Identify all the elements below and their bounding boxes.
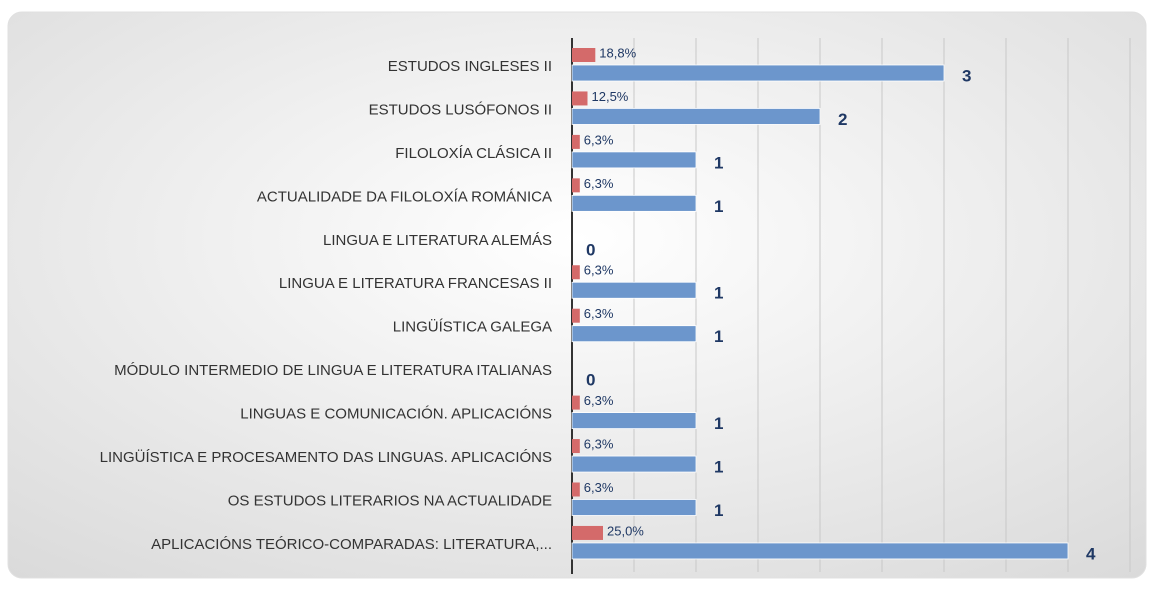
data-label: 18,8% — [599, 45, 636, 60]
bar — [572, 308, 580, 323]
data-label: 25,0% — [607, 523, 644, 538]
bar — [571, 64, 945, 82]
data-label: 1 — [714, 284, 723, 303]
bar — [572, 439, 580, 454]
bar — [571, 542, 1069, 560]
data-label: 4 — [1086, 544, 1096, 563]
category-label: LINGÜÍSTICA E PROCESAMENTO DAS LINGUAS. … — [100, 448, 552, 466]
category-label: LINGUA E LITERATURA ALEMÁS — [323, 232, 552, 249]
category-label: LINGUAS E COMUNICACIÓN. APLICACIÓNS — [240, 406, 552, 423]
bar — [571, 499, 697, 516]
data-label: 6,3% — [584, 436, 614, 451]
bar — [571, 151, 697, 169]
category-label: MÓDULO INTERMEDIO DE LINGUA E LITERATURA… — [114, 362, 552, 379]
bar — [572, 525, 603, 540]
bar — [571, 412, 697, 430]
bar — [571, 325, 697, 343]
bar — [572, 265, 580, 280]
data-label: 6,3% — [584, 480, 614, 495]
category-label: LINGÜÍSTICA GALEGA — [393, 318, 552, 336]
data-label: 6,3% — [584, 393, 614, 408]
data-label: 3 — [962, 66, 971, 85]
category-label: ACTUALIDADE DA FILOLOXÍA ROMÁNICA — [257, 188, 552, 205]
bar — [571, 455, 697, 473]
data-label: 6,3% — [584, 176, 614, 191]
data-label: 6,3% — [584, 263, 614, 278]
data-label: 1 — [714, 501, 723, 520]
data-label: 1 — [714, 153, 723, 172]
data-label: 6,3% — [584, 132, 614, 147]
bar — [572, 134, 580, 149]
category-label: LINGUA E LITERATURA FRANCESAS II — [279, 275, 552, 292]
category-label: FILOLOXÍA CLÁSICA II — [395, 145, 552, 162]
data-label: 12,5% — [592, 89, 629, 104]
data-label: 1 — [714, 327, 723, 346]
bar — [572, 482, 580, 497]
bar — [572, 395, 580, 410]
data-label: 0 — [586, 371, 595, 390]
data-label: 1 — [714, 414, 723, 433]
data-label: 6,3% — [584, 306, 614, 321]
category-label: OS ESTUDOS LITERARIOS NA ACTUALIDADE — [228, 492, 552, 509]
bar — [572, 48, 596, 62]
bar — [572, 178, 580, 193]
bar — [571, 108, 821, 125]
category-label: ESTUDOS INGLESES II — [388, 58, 552, 75]
data-label: 1 — [714, 458, 723, 477]
data-label: 1 — [714, 197, 723, 216]
category-label: APLICACIÓNS TEÓRICO-COMPARADAS: LITERATU… — [151, 536, 552, 553]
bar — [571, 194, 697, 212]
data-label: 0 — [586, 240, 595, 259]
bar — [571, 281, 697, 299]
category-label: ESTUDOS LUSÓFONOS II — [369, 101, 552, 118]
data-label: 2 — [838, 110, 847, 129]
bar — [572, 91, 588, 106]
